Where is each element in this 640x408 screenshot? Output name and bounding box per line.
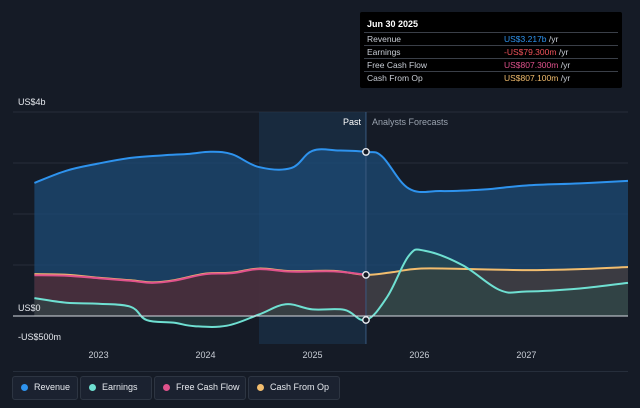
marker-revenue: [362, 148, 370, 156]
tooltip-value: US$3.217b /yr: [504, 34, 558, 44]
tooltip-row-revenue: Revenue US$3.217b /yr: [364, 32, 618, 45]
legend-label: Revenue: [34, 382, 71, 392]
legend-item-free-cash-flow[interactable]: Free Cash Flow: [154, 376, 246, 400]
legend-item-earnings[interactable]: Earnings: [80, 376, 152, 400]
tooltip-date: Jun 30 2025: [367, 19, 419, 29]
forecast-label: Analysts Forecasts: [372, 117, 449, 127]
legend-item-revenue[interactable]: Revenue: [12, 376, 78, 400]
legend-label: Free Cash Flow: [176, 382, 240, 392]
tooltip-number: US$3.217b: [504, 34, 547, 44]
tooltip-markers: [362, 148, 370, 324]
line-revenue: [34, 148, 629, 194]
tooltip-value: US$807.100m /yr: [504, 73, 570, 83]
tooltip-label: Free Cash Flow: [367, 60, 427, 70]
legend-item-cash-from-op[interactable]: Cash From Op: [248, 376, 340, 400]
marker-cash-from-op: [362, 270, 370, 279]
x-tick-label: 2027: [516, 350, 536, 360]
tooltip-label: Earnings: [367, 47, 401, 57]
line-earnings: [34, 248, 629, 328]
legend-dot-icon: [257, 384, 264, 391]
y-axis-label-top: US$4b: [18, 97, 46, 107]
area-earnings: [34, 249, 629, 327]
tooltip-value: US$807.300m /yr: [504, 60, 570, 70]
legend-dot-icon: [21, 384, 28, 391]
data-tooltip: Jun 30 2025 Revenue US$3.217b /yr Earnin…: [360, 12, 622, 88]
tooltip-unit: /yr: [560, 73, 571, 83]
tooltip-unit: /yr: [560, 60, 571, 70]
series-lines: [34, 148, 629, 328]
tooltip-row-cash-from-op: Cash From Op US$807.100m /yr: [364, 71, 618, 84]
tooltip-number: US$807.300m: [504, 60, 559, 70]
past-label: Past: [343, 117, 362, 127]
x-tick-label: 2026: [409, 350, 429, 360]
x-tick-label: 2023: [89, 350, 109, 360]
x-tick-label: 2024: [196, 350, 216, 360]
legend-label: Cash From Op: [270, 382, 330, 392]
tooltip-unit: /yr: [548, 34, 559, 44]
y-axis-label-negative: -US$500m: [18, 332, 61, 342]
legend-label: Earnings: [102, 382, 138, 392]
tooltip-row-free-cash-flow: Free Cash Flow US$807.300m /yr: [364, 58, 618, 71]
tooltip-row-earnings: Earnings -US$79.300m /yr: [364, 45, 618, 58]
tooltip-number: US$807.100m: [504, 73, 559, 83]
legend-dot-icon: [89, 384, 96, 391]
tooltip-unit: /yr: [558, 47, 569, 57]
x-axis-ticks: 2023 2024 2025 2026 2027: [89, 350, 537, 360]
tooltip-label: Revenue: [367, 34, 402, 44]
tooltip-label: Cash From Op: [367, 73, 423, 83]
tooltip-value: -US$79.300m /yr: [504, 47, 568, 57]
legend-dot-icon: [163, 384, 170, 391]
line-free-cash-flow: [34, 268, 367, 284]
series-areas: [34, 149, 629, 327]
marker-earnings: [362, 316, 370, 324]
y-axis-label-zero: US$0: [18, 303, 41, 313]
x-tick-label: 2025: [302, 350, 322, 360]
tooltip-number: -US$79.300m: [504, 47, 557, 57]
